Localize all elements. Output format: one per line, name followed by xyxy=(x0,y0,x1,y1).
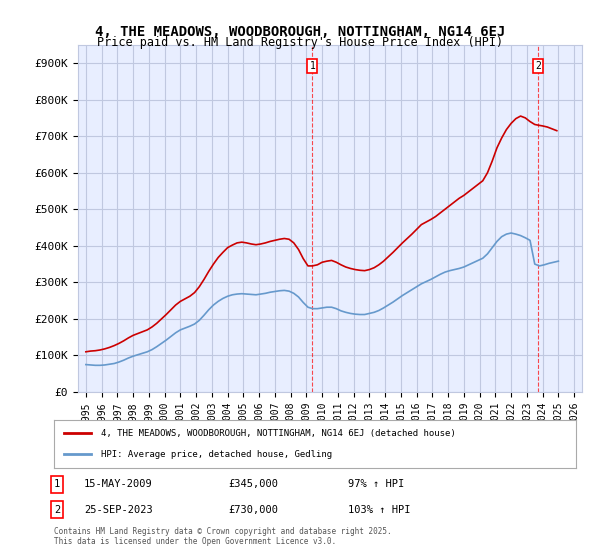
Text: 97% ↑ HPI: 97% ↑ HPI xyxy=(348,479,404,489)
Text: £730,000: £730,000 xyxy=(228,505,278,515)
Text: 15-MAY-2009: 15-MAY-2009 xyxy=(84,479,153,489)
Text: 2: 2 xyxy=(535,60,541,71)
Text: £345,000: £345,000 xyxy=(228,479,278,489)
Text: 4, THE MEADOWS, WOODBOROUGH, NOTTINGHAM, NG14 6EJ (detached house): 4, THE MEADOWS, WOODBOROUGH, NOTTINGHAM,… xyxy=(101,429,456,438)
Text: 2: 2 xyxy=(54,505,60,515)
Text: 103% ↑ HPI: 103% ↑ HPI xyxy=(348,505,410,515)
Text: 1: 1 xyxy=(54,479,60,489)
Text: Contains HM Land Registry data © Crown copyright and database right 2025.
This d: Contains HM Land Registry data © Crown c… xyxy=(54,526,392,546)
Text: Price paid vs. HM Land Registry's House Price Index (HPI): Price paid vs. HM Land Registry's House … xyxy=(97,36,503,49)
Text: 1: 1 xyxy=(310,60,315,71)
Text: HPI: Average price, detached house, Gedling: HPI: Average price, detached house, Gedl… xyxy=(101,450,332,459)
Text: 25-SEP-2023: 25-SEP-2023 xyxy=(84,505,153,515)
Text: 4, THE MEADOWS, WOODBOROUGH, NOTTINGHAM, NG14 6EJ: 4, THE MEADOWS, WOODBOROUGH, NOTTINGHAM,… xyxy=(95,25,505,39)
